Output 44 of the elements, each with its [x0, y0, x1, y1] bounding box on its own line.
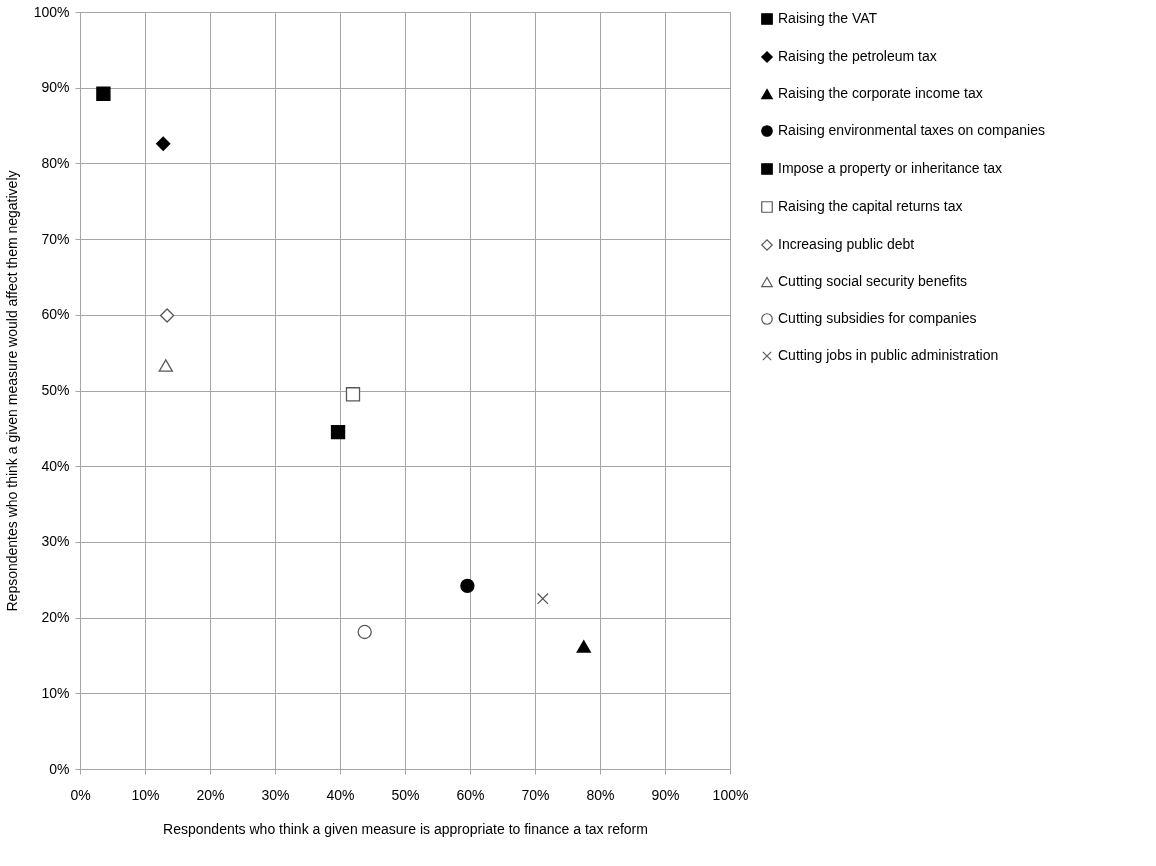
- legend-label: Cutting social security benefits: [778, 273, 968, 289]
- legend-label: Increasing public debt: [778, 236, 915, 252]
- y-tick-label: 40%: [41, 457, 70, 474]
- x-tick-label: 50%: [391, 786, 420, 803]
- x-tick-label: 60%: [456, 786, 485, 803]
- x-tick-label: 20%: [196, 786, 225, 803]
- point: [345, 387, 361, 402]
- point: [536, 592, 549, 605]
- y-tick-label: 70%: [41, 230, 70, 247]
- legend-label: Impose a property or inheritance tax: [778, 160, 1003, 176]
- x-axis-title: Respondents who think a given measure is appropriate to finance a tax reform: [163, 820, 648, 837]
- legend-label: Raising environmental taxes on companies: [778, 122, 1045, 138]
- y-tick-label: 50%: [41, 382, 70, 398]
- x-tick-label: 30%: [261, 786, 290, 803]
- y-tick-label: 60%: [41, 306, 70, 323]
- x-tick-label: 100%: [712, 786, 749, 803]
- y-tick-label: 100%: [33, 3, 70, 20]
- point: [96, 86, 111, 101]
- x-tick-label: 70%: [521, 786, 550, 803]
- x-tick-label: 0%: [70, 786, 91, 803]
- y-tick-label: 20%: [41, 609, 70, 626]
- legend-label: Raising the corporate income tax: [778, 85, 983, 101]
- legend-label: Raising the capital returns tax: [778, 198, 963, 214]
- x-tick-label: 40%: [326, 786, 355, 803]
- y-tick-label: 30%: [41, 533, 70, 550]
- y-tick-label: 0%: [49, 760, 70, 777]
- legend-label: Raising the VAT: [778, 10, 878, 26]
- point: [576, 640, 591, 653]
- point: [330, 424, 346, 440]
- y-axis-title: Repsondentes who think a given measure would affect them negatively: [3, 170, 20, 612]
- point: [156, 136, 171, 151]
- legend-label: Cutting subsidies for companies: [778, 310, 977, 326]
- point: [159, 308, 175, 323]
- legend-label: Cutting jobs in public administration: [778, 347, 999, 363]
- y-tick-label: 90%: [41, 79, 70, 96]
- point: [460, 578, 475, 593]
- x-tick-label: 10%: [131, 786, 160, 803]
- y-tick-label: 10%: [41, 684, 70, 701]
- point: [158, 359, 173, 372]
- legend-label: Raising the petroleum tax: [778, 48, 937, 64]
- point: [357, 624, 372, 640]
- x-tick-label: 80%: [586, 786, 615, 803]
- x-tick-label: 90%: [651, 786, 680, 803]
- y-tick-label: 80%: [41, 154, 70, 171]
